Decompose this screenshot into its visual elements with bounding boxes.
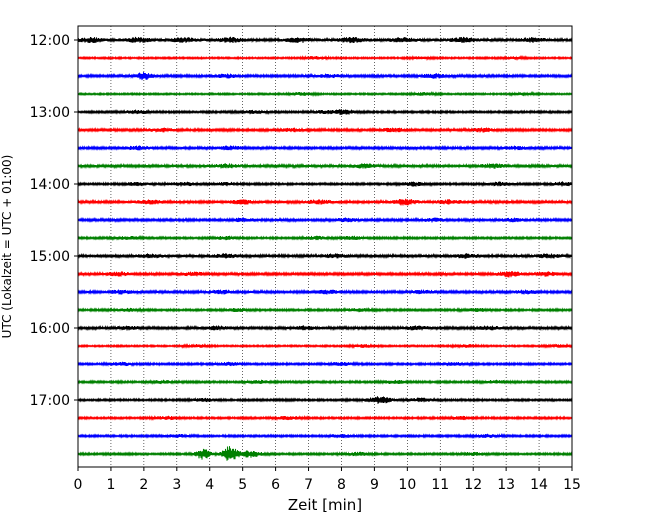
seismic-trace-line (77, 396, 573, 404)
y-tick-label: 17:00 (30, 393, 70, 409)
x-tick-label: 9 (370, 477, 379, 493)
y-tick-label: 14:00 (30, 177, 70, 193)
y-axis-ticks: 12:00 13:00 14:00 15:00 16:00 17:00 (30, 33, 78, 409)
x-tick-label: 15 (563, 477, 581, 493)
y-axis-label: UTC (Lokalzeit = UTC + 01:00) (0, 155, 14, 339)
seismic-trace-line (77, 252, 573, 260)
seismic-trace-line (77, 234, 573, 242)
plot-frame (77, 25, 573, 468)
seismic-trace-line (77, 343, 573, 350)
x-tick-label: 1 (106, 477, 115, 493)
x-tick-label: 6 (271, 477, 280, 493)
seismic-trace-line (77, 378, 573, 386)
x-tick-label: 8 (337, 477, 346, 493)
seismic-trace-line (77, 360, 573, 368)
x-tick-label: 11 (431, 477, 449, 493)
x-tick-label: 3 (172, 477, 181, 493)
x-axis-ticks: 0 1 2 3 4 5 6 7 8 9 10 11 12 13 14 15 (74, 467, 581, 493)
seismic-trace-line (77, 306, 573, 314)
seismic-trace-line (77, 270, 573, 278)
seismic-trace-line (77, 432, 573, 440)
x-axis-label: Zeit [min] (288, 496, 362, 514)
x-tick-label: 14 (530, 477, 548, 493)
seismic-trace-line (77, 180, 573, 188)
x-tick-label: 5 (238, 477, 247, 493)
seismic-trace-line (77, 36, 573, 44)
x-tick-label: 7 (304, 477, 313, 493)
seismic-trace-line (77, 446, 573, 461)
seismic-trace-line (77, 216, 573, 224)
seismic-trace-line (77, 162, 573, 170)
seismic-trace-line (77, 144, 573, 152)
seismic-trace-line (77, 126, 573, 134)
seismic-trace-line (77, 324, 573, 332)
x-tick-label: 4 (205, 477, 214, 493)
y-tick-label: 13:00 (30, 105, 70, 121)
x-tick-label: 12 (464, 477, 482, 493)
x-tick-label: 13 (497, 477, 515, 493)
x-tick-label: 2 (139, 477, 148, 493)
y-tick-label: 15:00 (30, 249, 70, 265)
seismic-trace-line (77, 198, 573, 206)
seismic-traces (77, 36, 573, 461)
y-tick-label: 16:00 (30, 321, 70, 337)
seismic-trace-line (77, 414, 573, 422)
seismic-trace-line (77, 108, 573, 116)
seismic-trace-line (77, 90, 573, 98)
seismic-trace-line (77, 288, 573, 296)
x-tick-label: 0 (74, 477, 83, 493)
seismic-trace-line (77, 54, 573, 62)
y-tick-label: 12:00 (30, 33, 70, 49)
seismic-trace-line (77, 72, 573, 81)
x-tick-label: 10 (398, 477, 416, 493)
